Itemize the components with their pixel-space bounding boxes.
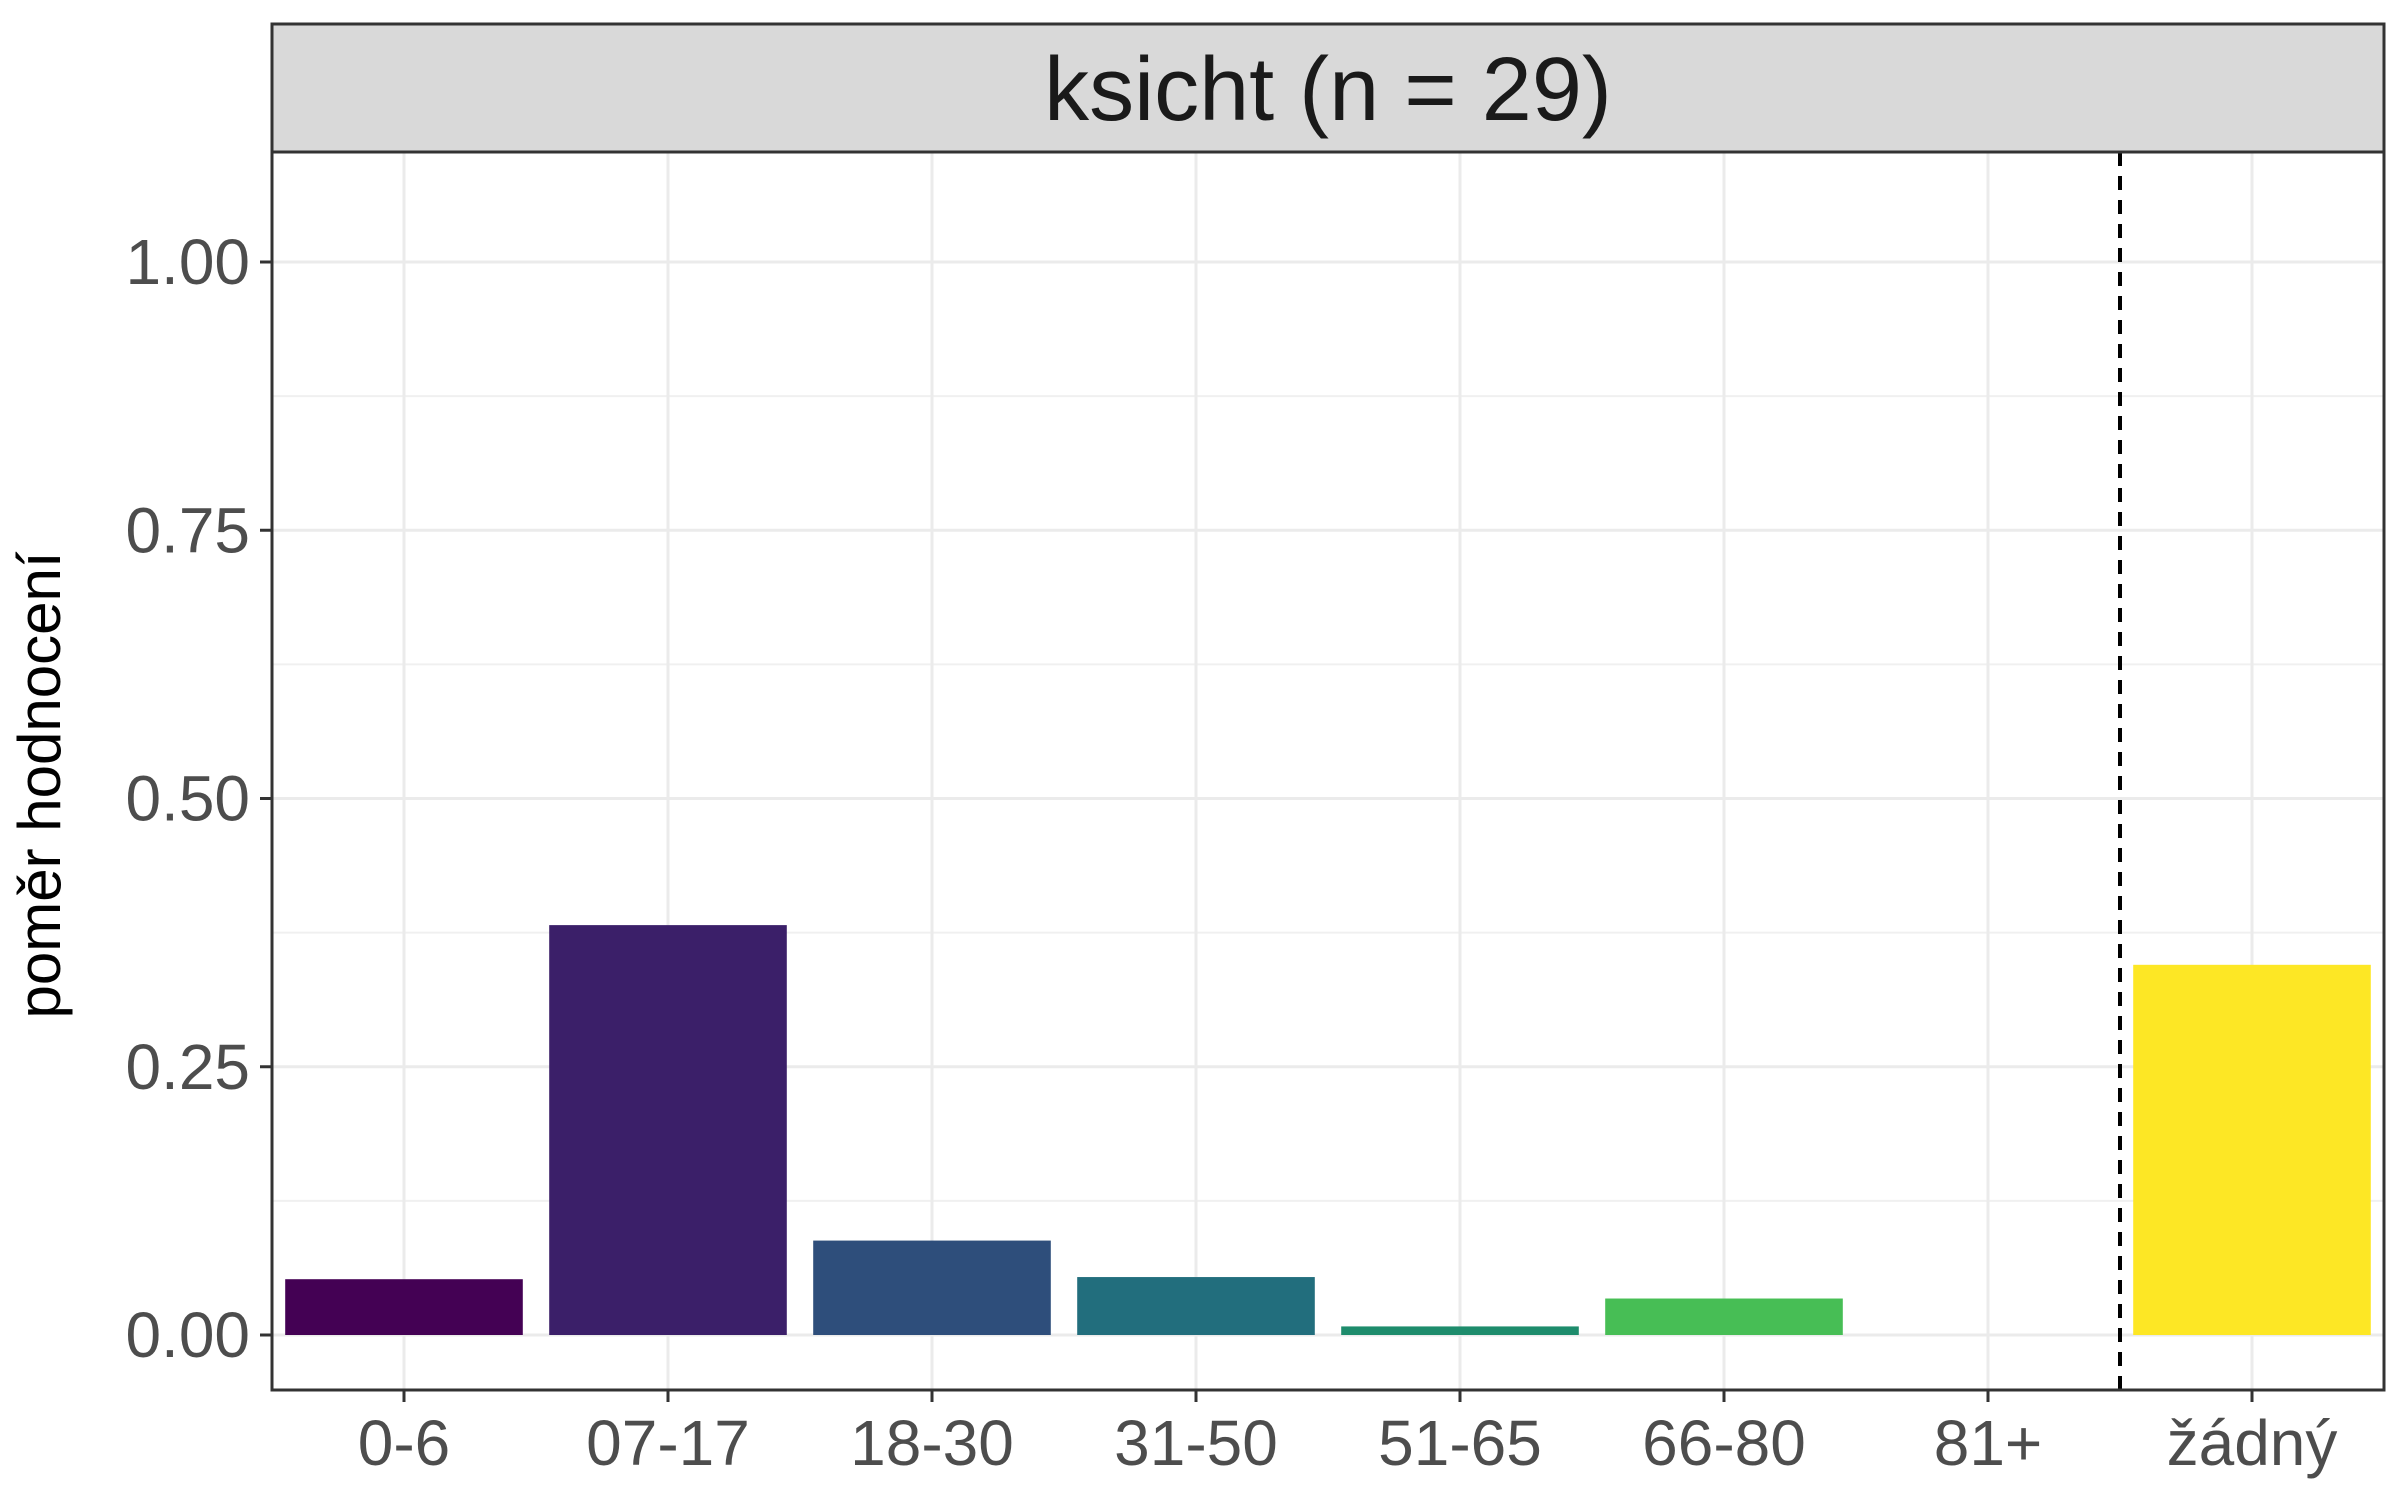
x-tick-label: 81+ [1934,1407,2043,1479]
facet-title: ksicht (n = 29) [1044,40,1612,140]
bar-18-30 [813,1240,1051,1335]
bar-66-80 [1605,1298,1843,1335]
y-tick-label: 0.50 [125,763,250,835]
x-axis: 0-6 07-17 18-30 31-50 51-65 66-80 81+ žádný [358,1390,2338,1479]
bar-0-6 [285,1279,523,1335]
bar-žádný [2133,964,2371,1335]
y-axis-title: poměr hodnocení [6,551,73,1018]
x-tick-label: 66-80 [1642,1407,1806,1479]
bar-07-17 [549,925,787,1335]
facet-strip [270,22,2386,154]
y-tick-label: 0.25 [125,1031,250,1103]
bar-31-50 [1077,1277,1315,1335]
x-tick-label: 31-50 [1114,1407,1278,1479]
y-tick-label: 0.75 [125,494,250,566]
x-tick-label: žádný [2167,1407,2338,1479]
panel-border [270,150,2386,1392]
bar-51-65 [1341,1326,1579,1335]
x-tick-label: 51-65 [1378,1407,1542,1479]
x-tick-label: 0-6 [358,1407,451,1479]
x-tick-label: 07-17 [586,1407,750,1479]
y-tick-label: 0.00 [125,1299,250,1371]
x-tick-label: 18-30 [850,1407,1014,1479]
y-axis: 0.00 0.25 0.50 0.75 1.00 [125,226,272,1371]
y-tick-label: 1.00 [125,226,250,298]
bars-group [285,925,2371,1335]
